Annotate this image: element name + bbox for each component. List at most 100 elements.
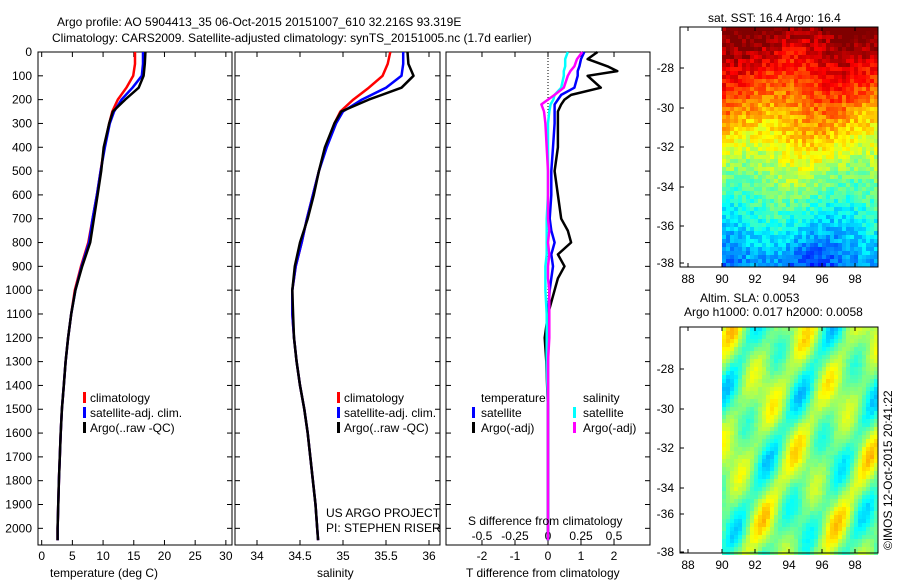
map-cell (822, 39, 826, 43)
map-cell (846, 507, 850, 511)
map-cell (794, 331, 798, 335)
map-cell (826, 187, 830, 191)
map-cell (818, 415, 822, 419)
map-cell (810, 203, 814, 207)
map-cell (834, 371, 838, 375)
map-cell (758, 463, 762, 467)
map-cell (842, 79, 846, 83)
map-cell (786, 167, 790, 171)
map-cell (726, 211, 730, 215)
map-cell (782, 419, 786, 423)
map-cell (798, 383, 802, 387)
map-cell (786, 431, 790, 435)
map-cell (822, 79, 826, 83)
map-cell (794, 523, 798, 527)
map-cell (750, 523, 754, 527)
map-cell (790, 67, 794, 71)
map-cell (838, 135, 842, 139)
map-cell (766, 427, 770, 431)
map-cell (746, 431, 750, 435)
map-cell (862, 355, 866, 359)
map-cell (778, 351, 782, 355)
map-cell (766, 227, 770, 231)
map-cell (850, 251, 854, 255)
map-cell (858, 447, 862, 451)
map-cell (738, 135, 742, 139)
map-cell (786, 543, 790, 547)
map-cell (754, 495, 758, 499)
map-cell (742, 523, 746, 527)
map-cell (814, 159, 818, 163)
map-cell (874, 251, 878, 255)
map-cell (738, 487, 742, 491)
map-cell (826, 431, 830, 435)
map-cell (738, 263, 742, 267)
map-cell (734, 411, 738, 415)
map-cell (738, 167, 742, 171)
map-cell (722, 35, 726, 39)
map-cell (870, 171, 874, 175)
map-cell (730, 431, 734, 435)
map-cell (798, 503, 802, 507)
map-cell (854, 363, 858, 367)
map-cell (774, 127, 778, 131)
map-cell (822, 211, 826, 215)
map-cell (814, 255, 818, 259)
map-cell (782, 95, 786, 99)
map-cell (862, 259, 866, 263)
map-cell (726, 243, 730, 247)
map-cell (742, 207, 746, 211)
map-cell (838, 71, 842, 75)
map-cell (834, 495, 838, 499)
map-cell (738, 87, 742, 91)
map-cell (734, 99, 738, 103)
map-cell (794, 483, 798, 487)
map-cell (862, 51, 866, 55)
map-cell (850, 91, 854, 95)
map-cell (822, 339, 826, 343)
map-cell (774, 515, 778, 519)
map-cell (814, 171, 818, 175)
map-cell (750, 447, 754, 451)
map-cell (750, 487, 754, 491)
map-cell (798, 435, 802, 439)
map-cell (762, 87, 766, 91)
map-cell (750, 55, 754, 59)
map-cell (798, 191, 802, 195)
map-cell (774, 223, 778, 227)
map-cell (758, 83, 762, 87)
map-cell (770, 547, 774, 551)
map-cell (726, 71, 730, 75)
map-cell (842, 507, 846, 511)
map-cell (858, 135, 862, 139)
map-cell (826, 259, 830, 263)
map-cell (754, 259, 758, 263)
map-cell (742, 535, 746, 539)
map-cell (790, 327, 794, 331)
map-cell (830, 523, 834, 527)
map-cell (798, 171, 802, 175)
map-cell (730, 191, 734, 195)
map-cell (818, 103, 822, 107)
map-cell (842, 55, 846, 59)
map-cell (746, 511, 750, 515)
map-cell (802, 95, 806, 99)
map-cell (750, 187, 754, 191)
map-cell (834, 55, 838, 59)
map-cell (746, 35, 750, 39)
map-cell (802, 243, 806, 247)
map-cell (770, 47, 774, 51)
map-cell (738, 455, 742, 459)
map-cell (802, 251, 806, 255)
map-cell (766, 439, 770, 443)
map-cell (810, 403, 814, 407)
x-tick-label: 35.5 (374, 549, 398, 563)
map-cell (866, 35, 870, 39)
map-cell (838, 371, 842, 375)
map-cell (758, 487, 762, 491)
map-cell (746, 91, 750, 95)
map-cell (790, 223, 794, 227)
map-cell (774, 375, 778, 379)
map-cell (774, 163, 778, 167)
map-cell (742, 83, 746, 87)
